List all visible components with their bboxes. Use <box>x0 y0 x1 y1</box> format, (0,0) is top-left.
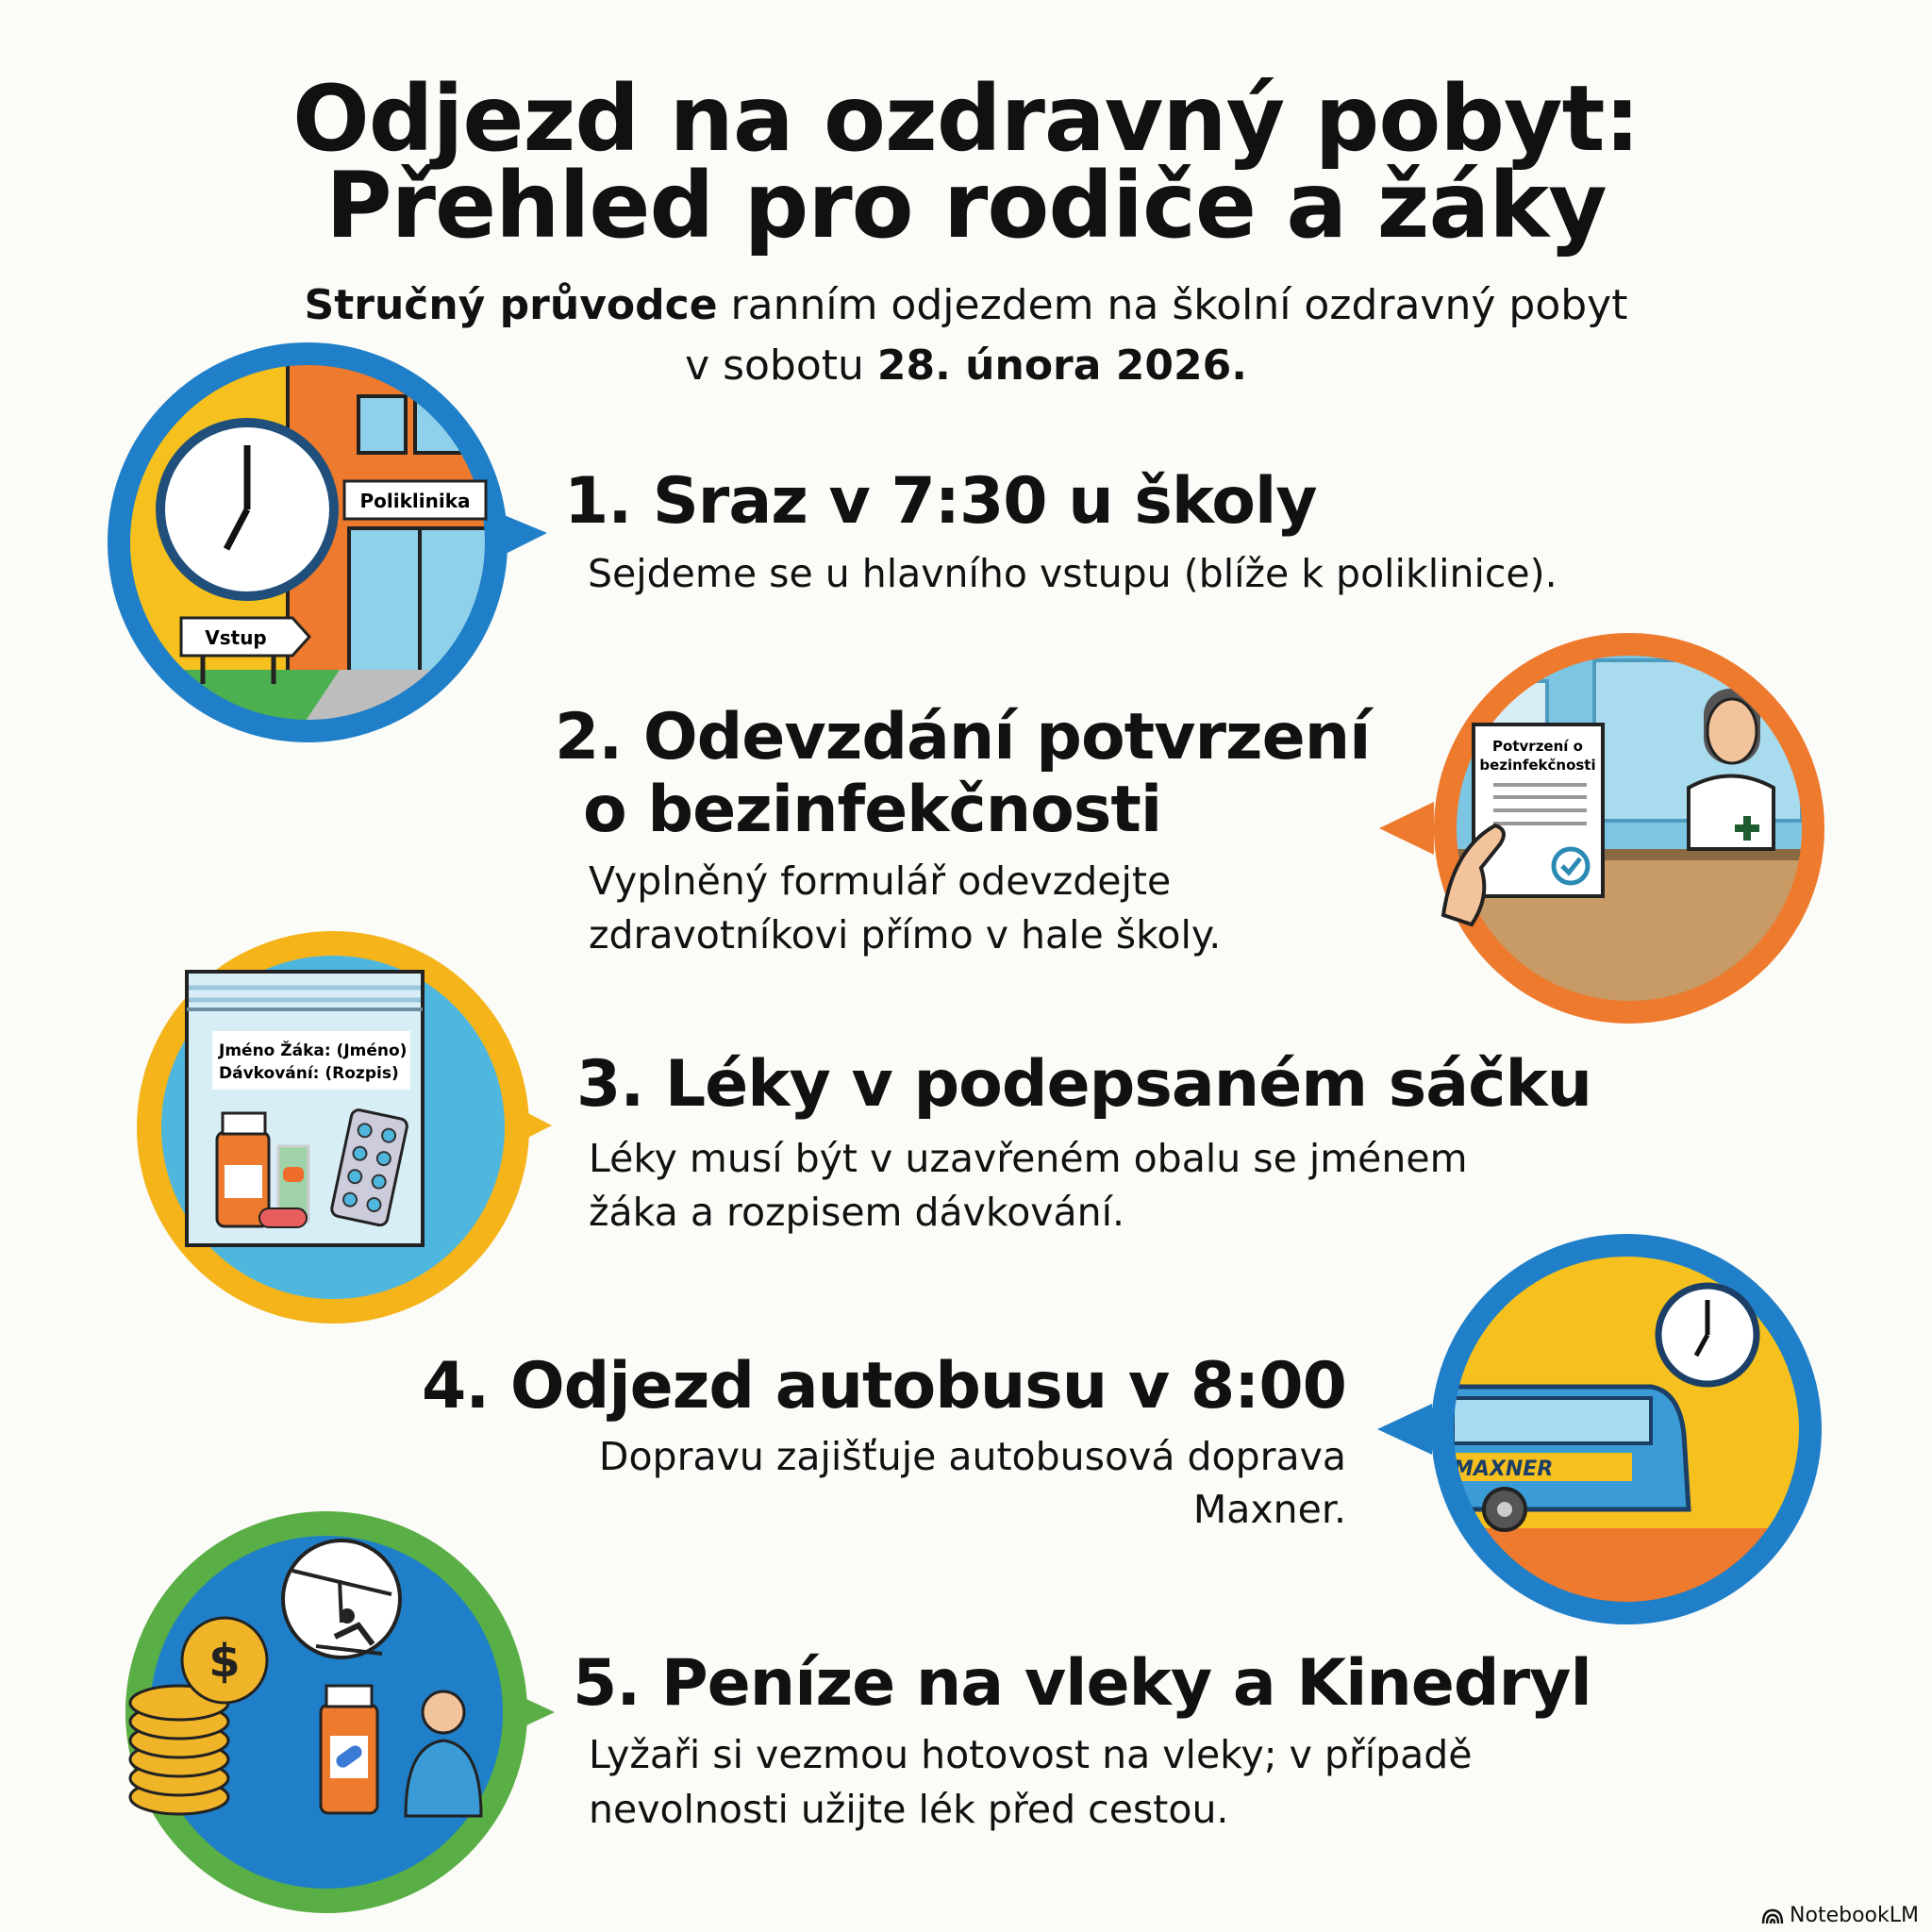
medicine-bag-icon: Jméno Žáka: (Jméno) Dávkování: (Rozpis) <box>137 931 552 1324</box>
bag-label-dosage: Dávkování: (Rozpis) <box>219 1064 399 1083</box>
poliklinika-sign: Poliklinika <box>359 490 470 512</box>
step-4-desc-line1: Dopravu zajišťuje autobusová doprava <box>598 1434 1346 1479</box>
subtitle-bold: Stručný průvodce <box>304 281 718 329</box>
step-1-heading: 1. Sraz v 7:30 u školy <box>564 464 1318 539</box>
subtitle-rest: ranním odjezdem na školní ozdravný pobyt <box>717 281 1628 329</box>
notebooklm-logo-icon <box>1761 1908 1784 1924</box>
person-icon <box>421 1690 466 1735</box>
step-5-desc-line1: Lyžaři si vezmou hotovost na vleky; v př… <box>589 1732 1473 1777</box>
bus-label: MAXNER <box>1453 1457 1553 1481</box>
page-title-line2: Přehled pro rodiče a žáky <box>325 153 1607 258</box>
check-icon <box>1551 846 1591 886</box>
subtitle-date-prefix: v sobotu <box>685 341 877 390</box>
notebooklm-label: NotebookLM <box>1790 1904 1919 1927</box>
subtitle-line2: v sobotu 28. února 2026. <box>0 345 1932 387</box>
step-1-desc: Sejdeme se u hlavního vstupu (blíže k po… <box>588 551 1557 596</box>
step-3-desc-line2: žáka a rozpisem dávkování. <box>589 1190 1125 1235</box>
step-5-heading: 5. Peníze na vleky a Kinedryl <box>573 1646 1592 1721</box>
step-4-heading: 4. Odjezd autobusu v 8:00 <box>422 1349 1347 1424</box>
step-2-heading-line2: o bezinfekčnosti <box>583 773 1162 847</box>
dollar-sign: $ <box>208 1635 240 1688</box>
step-3-heading: 3. Léky v podepsaném sáčku <box>576 1047 1592 1122</box>
step-3-desc-line1: Léky musí být v uzavřeném obalu se jméne… <box>589 1136 1468 1181</box>
vstup-sign: Vstup <box>205 626 267 649</box>
subtitle-line1: Stručný průvodce ranním odjezdem na škol… <box>0 285 1932 326</box>
clock-school-building-icon: Poliklinika Vstup <box>108 342 547 742</box>
bus-clock-icon: MAXNER <box>1377 1234 1822 1624</box>
money-ski-lift-medicine-icon: $ <box>125 1511 555 1913</box>
step-2-desc-line2: zdravotníkovi přímo v hale školy. <box>589 912 1222 958</box>
health-certificate-nurse-icon: Potvrzení o bezinfekčnosti <box>1379 633 1824 1024</box>
step-4-desc-line2: Maxner. <box>1192 1487 1346 1532</box>
step-2-heading-line1: 2. Odevzdání potvrzení <box>555 700 1371 774</box>
certificate-title-line1: Potvrzení o <box>1492 738 1583 755</box>
notebooklm-brand: NotebookLM <box>1761 1904 1919 1927</box>
blister-pack <box>330 1108 408 1227</box>
subtitle-date: 28. února 2026. <box>876 341 1247 390</box>
hand-icon <box>1441 823 1506 927</box>
bag-label-name: Jméno Žáka: (Jméno) <box>218 1040 407 1060</box>
step-2-desc-line1: Vyplněný formulář odevzdejte <box>589 858 1172 904</box>
page-title-line1: Odjezd na ozdravný pobyt: <box>292 66 1641 172</box>
step-5-desc-line2: nevolnosti užijte lék před cestou. <box>589 1787 1229 1832</box>
certificate-title-line2: bezinfekčnosti <box>1479 757 1595 774</box>
coin-stack-icon <box>128 1616 269 1816</box>
